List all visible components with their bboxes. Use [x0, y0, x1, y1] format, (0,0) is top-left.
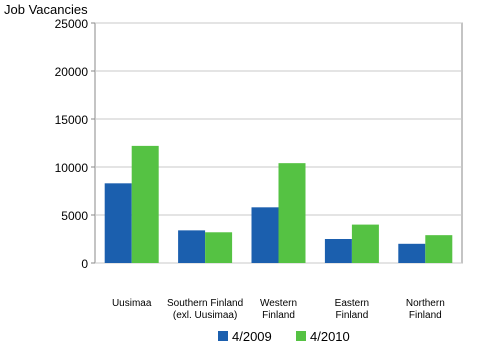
bar [351, 224, 379, 263]
bar [131, 145, 159, 263]
legend-swatch [218, 331, 228, 341]
legend-swatch [296, 331, 306, 341]
x-tick-label: Uusimaa [112, 298, 152, 309]
y-tick-label: 25000 [55, 17, 89, 31]
y-axis-label: Job Vacancies [4, 2, 88, 17]
y-tick-label: 15000 [55, 113, 89, 127]
x-tick-label: Southern Finland (exl. Uusimaa) [167, 298, 243, 321]
bar [324, 239, 352, 263]
bar [278, 163, 306, 263]
bar [398, 243, 426, 263]
bar [178, 230, 206, 263]
legend-label: 4/2010 [310, 329, 350, 344]
y-tick-label: 10000 [55, 161, 89, 175]
bar [251, 207, 279, 263]
bar [425, 235, 453, 263]
x-tick-label: Eastern Finland [335, 298, 369, 321]
y-tick-label: 20000 [55, 65, 89, 79]
legend-label: 4/2009 [232, 329, 272, 344]
y-tick-label: 5000 [61, 209, 88, 223]
x-tick-label: Northern Finland [406, 298, 445, 321]
y-tick-label: 0 [81, 257, 88, 271]
bar [104, 183, 132, 263]
bar [205, 232, 233, 263]
x-tick-label: Western Finland [260, 298, 297, 321]
